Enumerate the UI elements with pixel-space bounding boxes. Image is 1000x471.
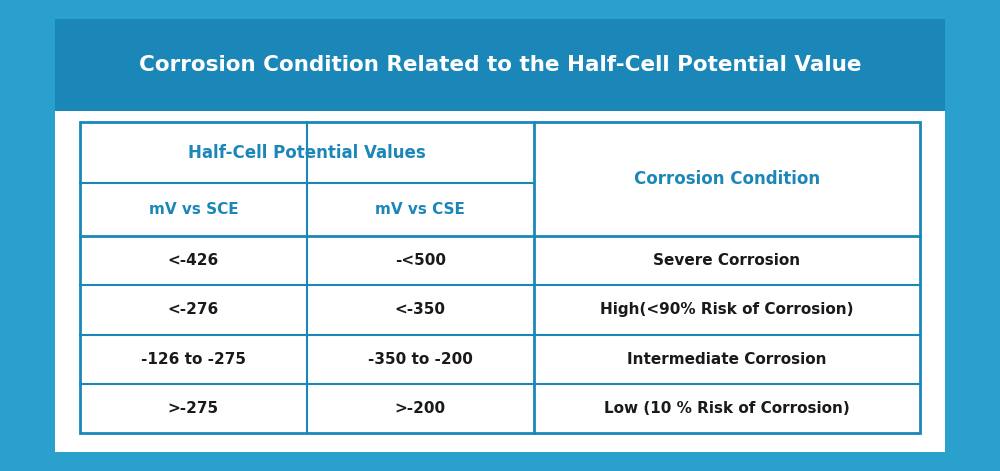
- Text: Half-Cell Potential Values: Half-Cell Potential Values: [188, 144, 426, 162]
- Text: Severe Corrosion: Severe Corrosion: [653, 253, 800, 268]
- Text: >-200: >-200: [395, 401, 446, 416]
- Bar: [55, 19, 945, 111]
- Text: Corrosion Condition Related to the Half-Cell Potential Value: Corrosion Condition Related to the Half-…: [139, 55, 861, 75]
- Text: -350 to -200: -350 to -200: [368, 352, 473, 367]
- Text: mV vs CSE: mV vs CSE: [375, 202, 465, 217]
- Bar: [80, 122, 920, 433]
- Text: High(<90% Risk of Corrosion): High(<90% Risk of Corrosion): [600, 302, 854, 317]
- Text: Intermediate Corrosion: Intermediate Corrosion: [627, 352, 827, 367]
- Text: >-275: >-275: [168, 401, 219, 416]
- Bar: [55, 19, 945, 452]
- Text: Low (10 % Risk of Corrosion): Low (10 % Risk of Corrosion): [604, 401, 850, 416]
- Text: <-276: <-276: [168, 302, 219, 317]
- Text: Corrosion Condition: Corrosion Condition: [634, 170, 820, 188]
- Text: <-350: <-350: [395, 302, 446, 317]
- Text: -126 to -275: -126 to -275: [141, 352, 246, 367]
- Text: -<500: -<500: [395, 253, 446, 268]
- Text: mV vs SCE: mV vs SCE: [149, 202, 238, 217]
- Text: <-426: <-426: [168, 253, 219, 268]
